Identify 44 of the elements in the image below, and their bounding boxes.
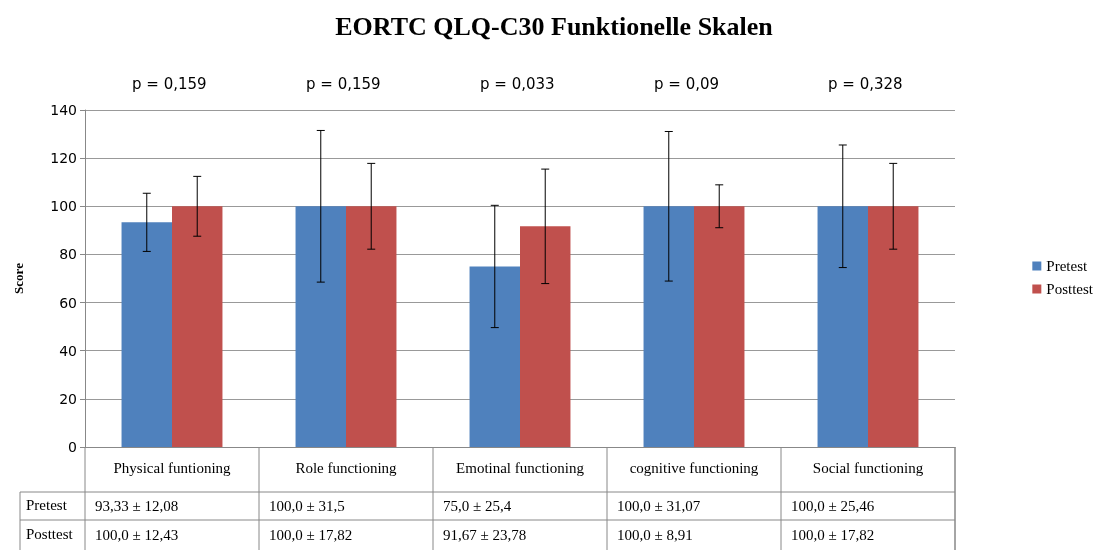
bar <box>694 206 745 447</box>
legend-label: Pretest <box>1046 258 1088 274</box>
data-label: 100,0 ± 17,82 <box>791 526 875 543</box>
text: Pretest <box>26 496 67 513</box>
text: p = 0,033 <box>480 74 555 93</box>
bar <box>817 206 868 447</box>
text: p = 0,159 <box>306 74 381 93</box>
y-tick-label: 100 <box>50 198 77 215</box>
bar <box>868 206 919 447</box>
data-label: 75,0 ± 25,4 <box>443 497 512 514</box>
data-label: 100,0 ± 12,43 <box>95 526 179 543</box>
y-tick-label: 40 <box>59 342 77 359</box>
x-tick-label: Physical funtioning <box>113 460 232 476</box>
bar <box>295 206 346 447</box>
data-label: 93,33 ± 12,08 <box>95 497 179 514</box>
y-tick-label: 80 <box>59 246 77 263</box>
bar <box>172 206 223 447</box>
y-tick-label: 140 <box>50 102 77 118</box>
data-label: 91,67 ± 23,78 <box>443 526 527 543</box>
data-label: 100,0 ± 17,82 <box>269 526 353 543</box>
y-tick-label: 20 <box>59 390 77 407</box>
x-tick-label: Role functioning <box>295 460 398 476</box>
bar <box>121 222 172 447</box>
data-label: 100,0 ± 31,07 <box>617 497 701 514</box>
bar <box>643 206 694 447</box>
legend-label: Posttest <box>1046 281 1094 297</box>
data-label: 100,0 ± 31,5 <box>269 497 345 514</box>
y-axis-title: Score <box>11 262 26 294</box>
x-tick-label: Social functioning <box>812 460 924 476</box>
chart-title: EORTC QLQ-C30 Funktionelle Skalen <box>335 11 774 41</box>
y-tick-label: 0 <box>68 439 77 455</box>
data-label: 100,0 ± 8,91 <box>617 526 693 543</box>
data-label: 100,0 ± 25,46 <box>791 497 875 514</box>
x-tick-label: Emotinal functioning <box>456 460 585 476</box>
bar <box>520 226 571 447</box>
x-tick-label: cognitive functioning <box>629 460 759 476</box>
y-tick-label: 60 <box>59 294 77 311</box>
bar <box>469 266 520 447</box>
text: p = 0,09 <box>654 74 720 93</box>
text: p = 0,328 <box>828 74 903 93</box>
y-tick-label: 120 <box>50 150 77 167</box>
text: p = 0,159 <box>132 74 207 93</box>
bar <box>346 206 397 447</box>
text: Posttest <box>26 525 73 542</box>
